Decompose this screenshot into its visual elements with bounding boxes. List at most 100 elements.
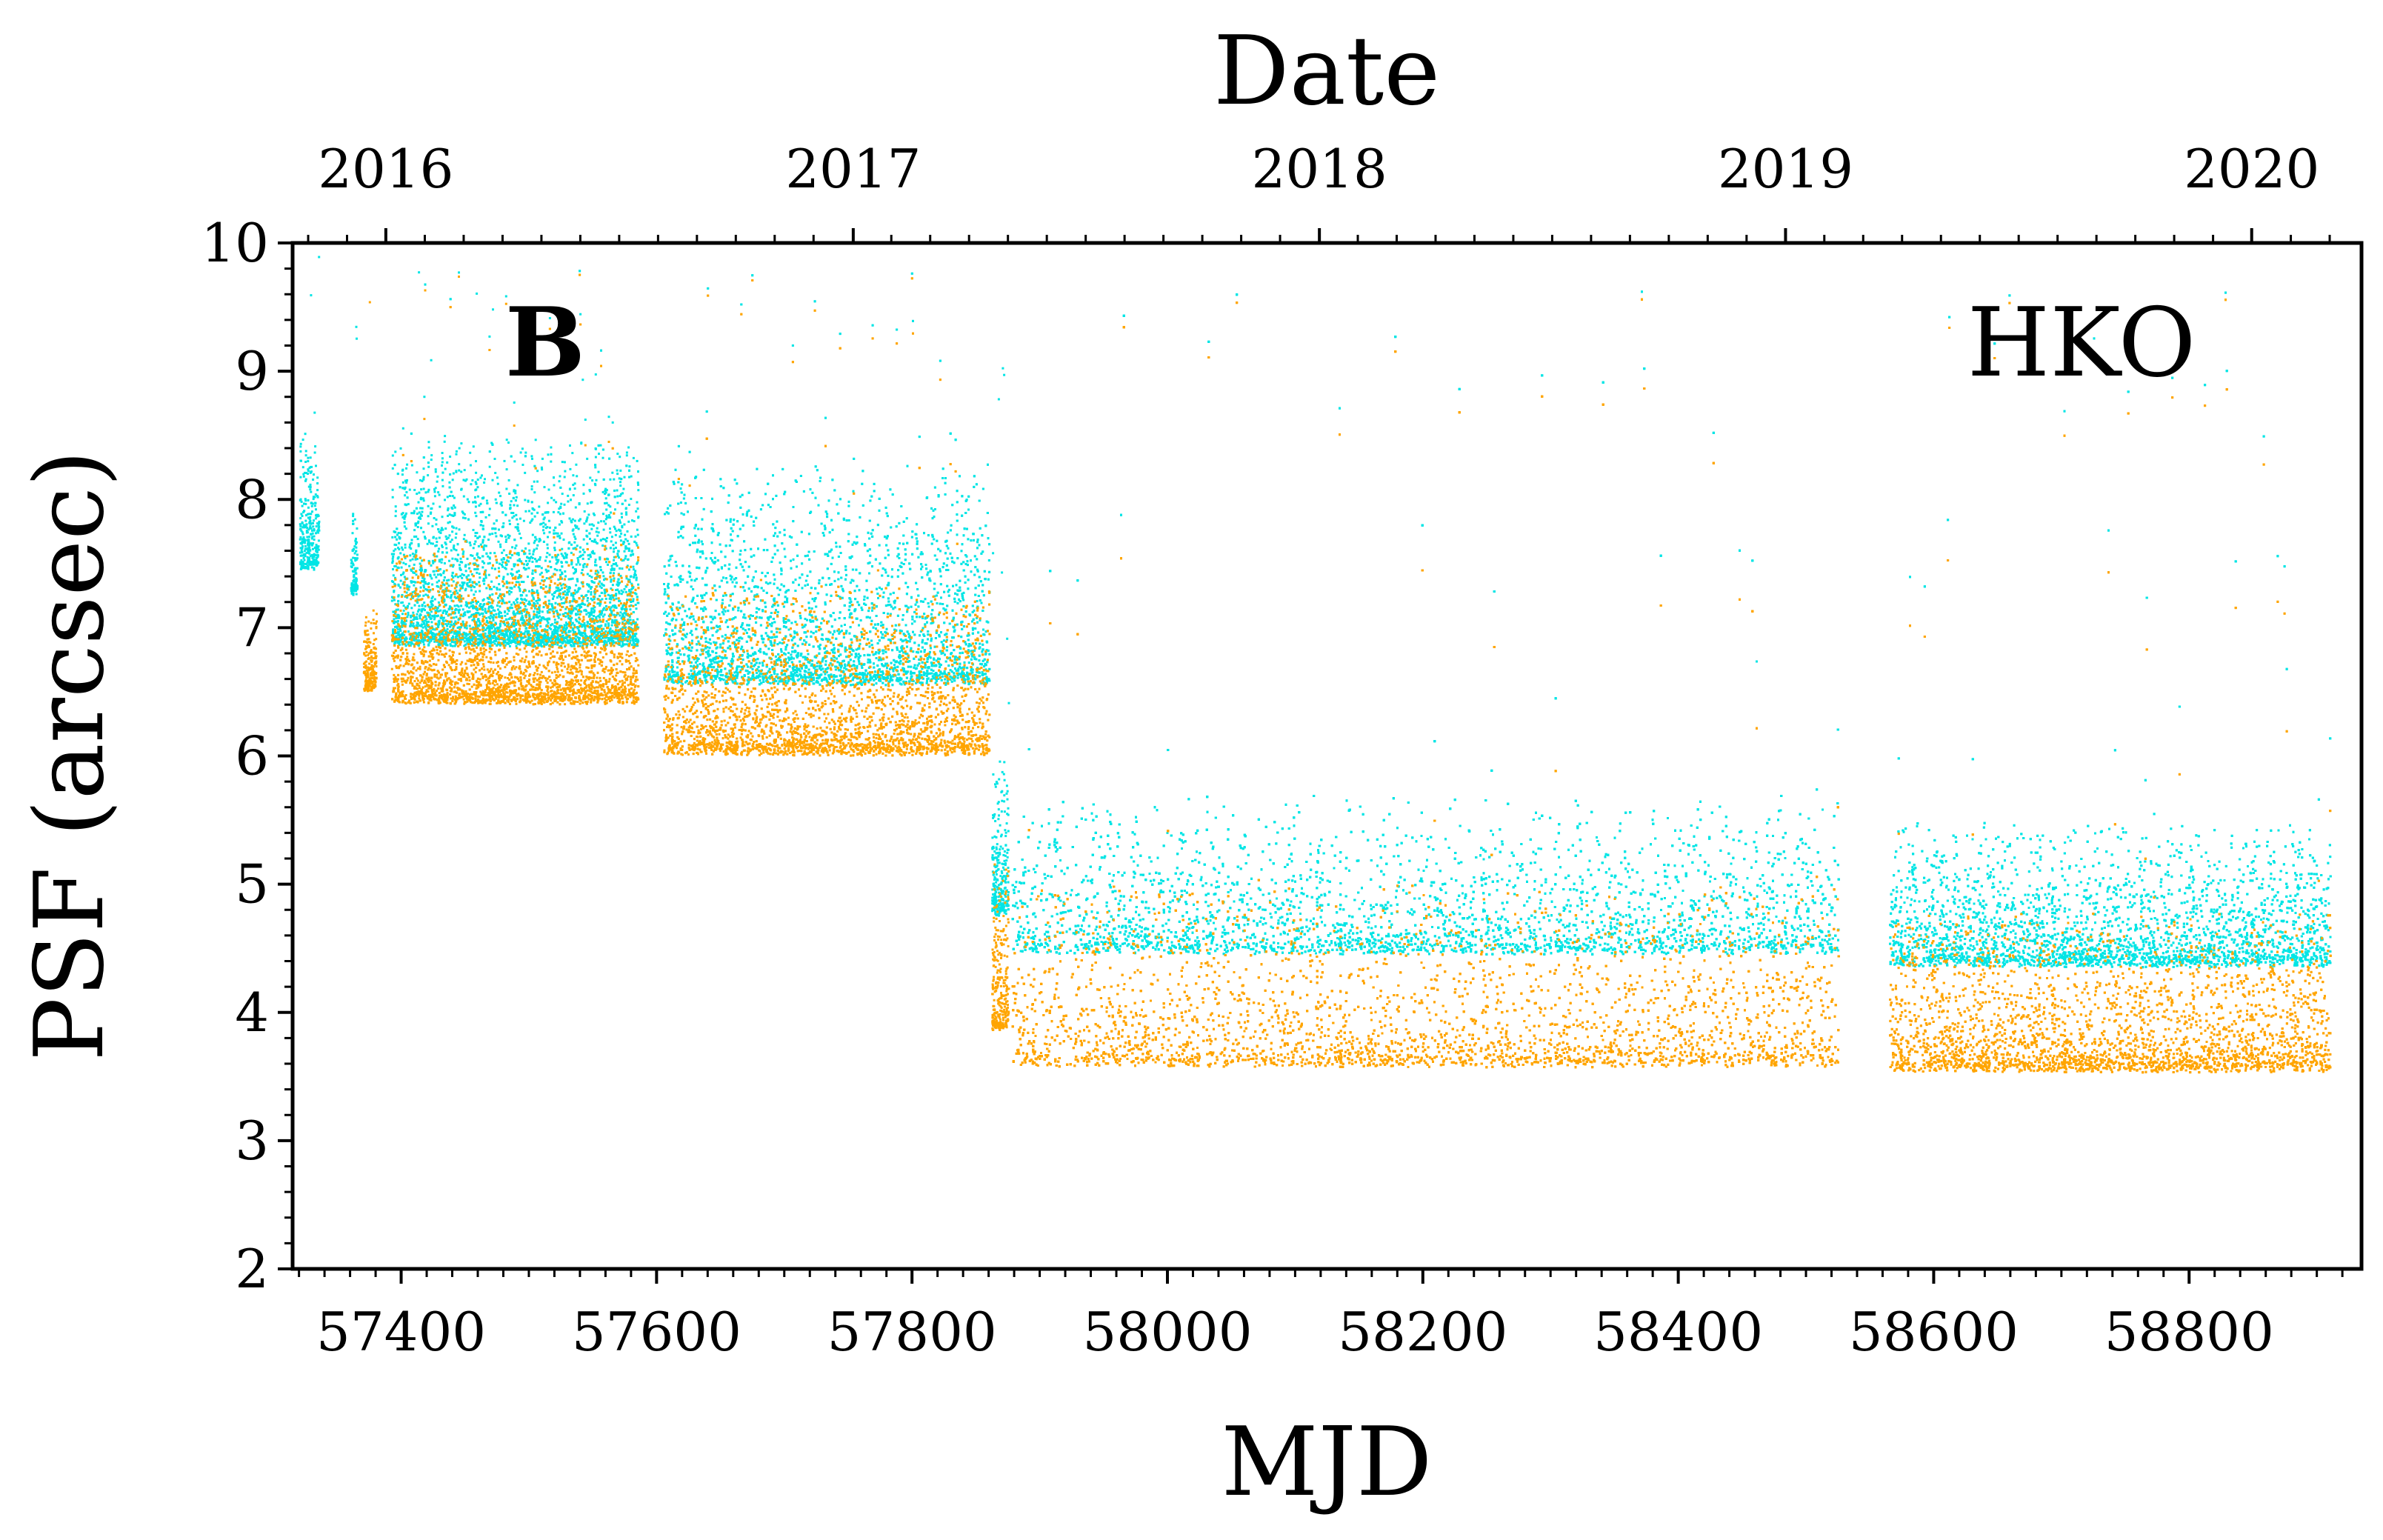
data-point: [505, 568, 507, 570]
data-point: [304, 545, 307, 547]
data-point: [302, 473, 304, 476]
data-point: [315, 502, 317, 504]
data-point: [353, 564, 355, 566]
data-point: [430, 454, 433, 456]
data-point: [301, 522, 304, 524]
data-point: [413, 510, 416, 513]
data-point: [353, 548, 355, 550]
data-point: [392, 496, 394, 499]
data-point: [505, 539, 507, 541]
data-point: [302, 533, 304, 536]
data-point: [636, 544, 639, 547]
data-point: [355, 573, 357, 575]
data-point: [353, 579, 356, 581]
data-point: [354, 559, 356, 561]
data-point: [300, 568, 302, 570]
data-point: [303, 476, 305, 478]
data-point: [401, 473, 404, 476]
data-point: [307, 556, 309, 559]
data-point: [308, 536, 310, 538]
data-point: [459, 447, 461, 450]
data-point: [354, 519, 356, 521]
data-point: [303, 510, 305, 512]
data-point: [309, 488, 311, 490]
data-point: [303, 503, 305, 505]
data-point: [427, 489, 430, 491]
data-point: [413, 489, 416, 491]
data-point: [516, 601, 519, 604]
data-point: [590, 528, 593, 530]
data-point: [436, 476, 439, 478]
data-point: [560, 599, 562, 601]
data-point: [307, 547, 309, 550]
data-point: [632, 600, 634, 602]
data-point: [309, 518, 311, 520]
data-point: [312, 479, 314, 481]
data-point: [316, 482, 319, 484]
data-point: [352, 523, 354, 525]
data-point: [423, 467, 425, 470]
data-point: [304, 520, 307, 522]
data-point: [492, 479, 494, 481]
data-point: [307, 544, 309, 547]
data-point: [305, 472, 307, 474]
data-point: [307, 457, 309, 459]
data-point: [302, 564, 304, 567]
data-point: [310, 456, 312, 459]
data-point: [307, 507, 310, 509]
data-point: [423, 499, 425, 501]
data-point: [353, 576, 356, 578]
data-point: [313, 528, 315, 530]
data-point: [309, 467, 311, 469]
data-point: [314, 504, 316, 507]
data-point: [441, 457, 444, 459]
data-point: [312, 548, 314, 550]
data-point: [310, 472, 312, 474]
psf-chart: 57400 57600 57800 58000 58200 58400 58600 58800…: [0, 0, 2383, 1540]
data-point: [356, 553, 359, 556]
data-point: [299, 525, 301, 527]
data-point: [304, 526, 306, 528]
data-point: [303, 557, 305, 559]
data-point: [395, 515, 397, 517]
data-point: [301, 505, 304, 507]
data-point: [314, 554, 316, 556]
data-point: [313, 539, 316, 541]
data-point: [609, 505, 611, 507]
data-point: [350, 559, 353, 561]
data-point: [312, 525, 314, 527]
data-point: [315, 532, 317, 534]
data-point: [458, 612, 460, 614]
data-point: [490, 552, 492, 554]
data-point: [550, 497, 553, 499]
data-point: [539, 556, 541, 559]
data-point: [419, 617, 421, 619]
data-point: [318, 545, 320, 547]
data-point: [493, 552, 496, 554]
data-point: [601, 630, 603, 632]
data-point: [352, 520, 354, 522]
data-point: [392, 568, 394, 570]
data-point: [300, 513, 302, 515]
data-point: [308, 541, 310, 543]
data-point: [491, 533, 493, 535]
data-point: [476, 486, 479, 488]
data-point: [306, 536, 308, 539]
data-point: [301, 551, 303, 553]
data-point: [304, 539, 307, 541]
data-point: [616, 496, 619, 498]
data-point: [524, 472, 526, 474]
data-point: [356, 585, 358, 587]
data-point: [442, 612, 444, 614]
data-point: [355, 538, 357, 540]
data-point: [311, 566, 313, 568]
data-point: [301, 515, 304, 517]
data-point: [318, 256, 320, 259]
data-point: [351, 582, 353, 584]
data-point: [513, 504, 516, 507]
data-point: [318, 539, 320, 541]
data-point: [305, 450, 307, 452]
data-point: [310, 294, 312, 296]
data-point: [314, 445, 316, 447]
data-point: [307, 531, 309, 533]
